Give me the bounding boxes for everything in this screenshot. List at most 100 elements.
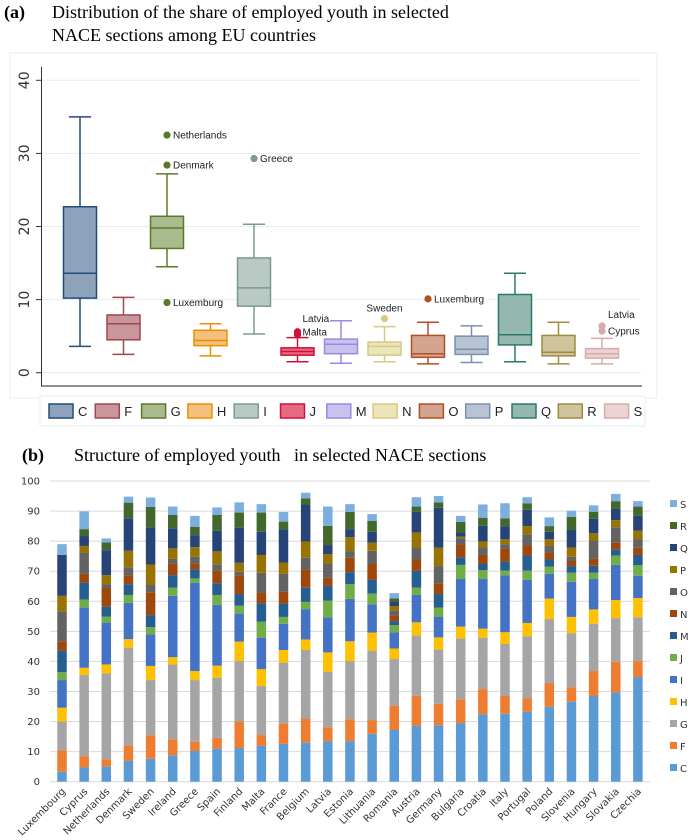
box-S: Latvia Cyprus [584, 310, 640, 365]
legend-item-M: M [670, 632, 689, 643]
bar-segment-N [145, 592, 156, 616]
bar-segment-G [389, 659, 399, 706]
outlier-point [163, 131, 171, 139]
bar-segment-J [433, 607, 444, 617]
bar-segment-N [57, 641, 67, 651]
legend-swatch [372, 403, 398, 419]
bar-segment-Q [123, 518, 134, 551]
bar-segment-P [168, 548, 178, 559]
bar-segment-S [455, 515, 466, 522]
bar-segment-F [278, 723, 289, 744]
outlier-point [250, 154, 258, 163]
bar-segment-R [522, 503, 532, 510]
bar-segment-P [411, 532, 422, 548]
bar-segment-Q [212, 530, 222, 552]
bar-segment-G [300, 649, 311, 719]
bar-segment-S [212, 507, 222, 515]
bar-segment-J [101, 616, 112, 623]
bar-segment-S [500, 503, 510, 519]
bar-segment-M [101, 606, 112, 617]
box-R [541, 321, 576, 365]
bar-segment-F [544, 683, 555, 707]
bar-segment-N [455, 544, 466, 558]
iqr-box [62, 206, 98, 299]
bar-segment-F [234, 721, 244, 749]
legend-swatch [670, 698, 677, 705]
bar-segment-C [544, 706, 555, 782]
bar-segment-H [433, 637, 444, 650]
bar-stack [367, 514, 377, 782]
bar-segment-O [123, 567, 134, 576]
bar-segment-O [300, 557, 311, 570]
bar-segment-J [190, 578, 200, 583]
bar-segment-I [234, 613, 244, 642]
bar-segment-S [411, 497, 422, 507]
bar-segment-R [633, 506, 643, 516]
box-F [106, 296, 141, 356]
bar-segment-M [633, 554, 643, 566]
legend-item-S: S [603, 403, 643, 419]
bar-segment-J [544, 566, 555, 574]
y-tick-label: 30 [27, 687, 40, 698]
bar-segment-M [145, 615, 156, 628]
bar-segment-Q [411, 511, 422, 533]
legend-item-F: F [670, 742, 686, 753]
bar-segment-C [345, 741, 355, 782]
bar-segment-H [145, 665, 156, 681]
y-tick-label: 20 [27, 717, 40, 728]
bar-segment-Q [168, 528, 178, 549]
bar-segment-I [389, 632, 399, 649]
bar-segment-F [345, 719, 355, 742]
bar-segment-G [544, 619, 555, 684]
bar-segment-R [300, 498, 311, 505]
bar-segment-Q [79, 536, 89, 546]
bar-segment-R [256, 512, 267, 532]
bar-segment-M [411, 570, 422, 588]
legend-swatch [233, 403, 259, 419]
y-tick-label: 40 [27, 657, 40, 668]
bar-segment-S [433, 496, 444, 503]
bar-segment-P [57, 595, 67, 612]
legend-item-H: H [670, 698, 688, 709]
bar-segment-C [79, 767, 89, 782]
bar-stack [256, 504, 267, 782]
bar-segment-I [588, 579, 599, 610]
bar-segment-Q [145, 527, 156, 565]
bar-segment-M [522, 555, 532, 571]
legend-label: Q [541, 404, 551, 419]
bar-segment-O [500, 544, 510, 549]
iqr-box [454, 335, 489, 356]
legend-swatch [557, 403, 584, 419]
legend-label: R [680, 522, 687, 533]
bar-segment-C [300, 742, 311, 782]
legend-label: F [124, 404, 132, 419]
legend-swatch [603, 403, 630, 419]
bar-segment-N [234, 575, 244, 595]
bar-segment-C [323, 741, 333, 782]
legend-label: O [680, 588, 688, 599]
bar-segment-J [588, 572, 599, 580]
legend-label: G [680, 720, 688, 731]
y-tick-label: 90 [27, 507, 40, 518]
legend-item-C: C [670, 764, 687, 775]
box-J: Latvia Malta [280, 314, 330, 363]
bar-segment-M [566, 566, 577, 573]
bar-segment-F [433, 703, 444, 726]
bar-segment-N [500, 548, 510, 562]
bar-segment-G [79, 674, 89, 757]
bar-segment-I [168, 595, 178, 658]
legend-item-P: P [464, 403, 503, 419]
bar-stack [389, 593, 399, 782]
bar-segment-N [433, 583, 444, 595]
bar-segment-J [611, 555, 621, 565]
bar-segment-Q [101, 550, 112, 576]
bar-segment-C [212, 748, 222, 782]
bar-segment-M [168, 575, 178, 588]
iqr-box [541, 334, 576, 357]
bar-segment-N [389, 615, 399, 622]
bar-segment-C [256, 745, 267, 782]
bar-segment-N [101, 588, 112, 607]
bar-stack [611, 493, 621, 782]
bar-segment-R [168, 514, 178, 529]
bar-segment-M [323, 585, 333, 601]
